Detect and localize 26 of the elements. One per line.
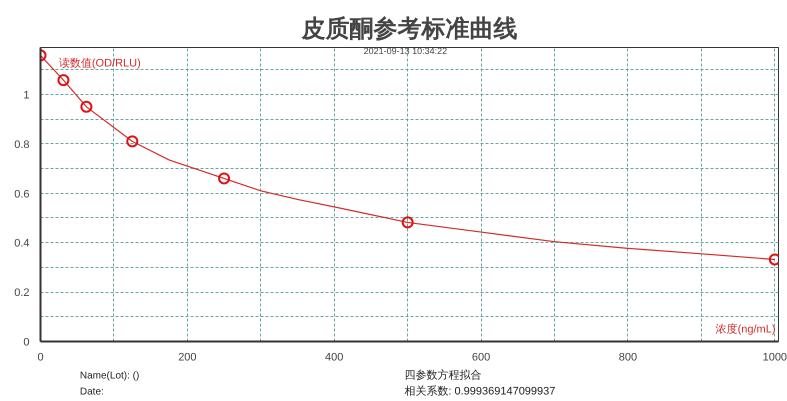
x-tick-label: 1000 — [762, 352, 787, 364]
point — [402, 216, 414, 228]
x-tick-label: 400 — [325, 352, 344, 364]
point — [126, 135, 138, 148]
chart-title: 皮质酮参考标准曲线 — [300, 16, 518, 42]
x-tick-label: 200 — [178, 352, 197, 364]
point — [218, 172, 230, 184]
x-tick-label: 600 — [472, 352, 490, 364]
y-tick-label: 1 — [23, 89, 30, 102]
text: 四参数方程拟合 — [404, 368, 482, 382]
y-tick-label: 0.6 — [14, 188, 30, 200]
y-tick-label: 0.8 — [14, 138, 30, 151]
x-axis-title: 浓度(ng/mL) — [716, 322, 776, 336]
y-tick-label: 0.4 — [14, 238, 30, 250]
point — [80, 100, 92, 113]
text: 相关系数: 0.999369147099937 — [404, 384, 556, 398]
annotation: 2021-09-13 10:34:22 — [364, 46, 448, 56]
x-tick-label: 800 — [618, 352, 638, 364]
text: Name(Lot): () — [80, 370, 140, 382]
x-tick-label: 0 — [37, 352, 44, 364]
y-tick-label: 0.2 — [14, 287, 30, 300]
y-axis-title: 读数值(OD/RLU) — [58, 56, 141, 70]
line-series — [40, 54, 776, 260]
text: Date: — [80, 386, 104, 398]
point — [57, 74, 70, 86]
y-tick-label: 0 — [23, 336, 30, 348]
